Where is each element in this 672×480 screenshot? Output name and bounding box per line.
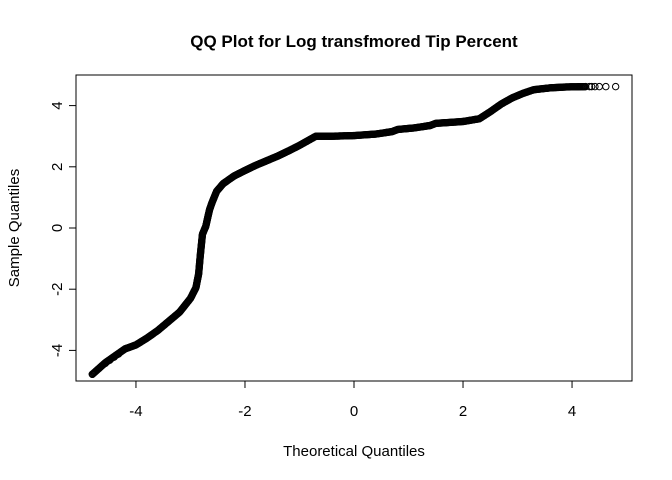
y-tick-label: 0 bbox=[49, 224, 66, 232]
chart-title: QQ Plot for Log transfmored Tip Percent bbox=[190, 32, 518, 51]
x-axis: -4 -2 0 2 4 bbox=[129, 380, 576, 420]
data-point bbox=[114, 350, 123, 358]
y-tick-label: -4 bbox=[49, 344, 66, 357]
x-tick-label: 4 bbox=[568, 403, 576, 420]
y-axis: -4 -2 0 2 4 bbox=[49, 101, 77, 357]
x-tick-label: -4 bbox=[129, 403, 142, 420]
data-point bbox=[611, 82, 620, 91]
data-point bbox=[595, 82, 603, 91]
data-point bbox=[585, 82, 594, 91]
y-tick-label: 2 bbox=[49, 163, 66, 171]
data-point bbox=[602, 82, 610, 91]
data-points bbox=[88, 82, 620, 378]
data-point bbox=[88, 370, 97, 378]
x-tick-label: 0 bbox=[350, 403, 358, 420]
plot-frame bbox=[75, 74, 633, 382]
x-tick-label: 2 bbox=[459, 403, 467, 420]
data-point bbox=[591, 82, 599, 91]
y-tick-label: -2 bbox=[49, 283, 66, 296]
data-point bbox=[587, 82, 596, 91]
x-axis-label: Theoretical Quantiles bbox=[283, 443, 425, 460]
y-axis-label: Sample Quantiles bbox=[6, 169, 23, 287]
x-tick-label: -2 bbox=[238, 403, 251, 420]
y-tick-label: 4 bbox=[49, 101, 66, 109]
